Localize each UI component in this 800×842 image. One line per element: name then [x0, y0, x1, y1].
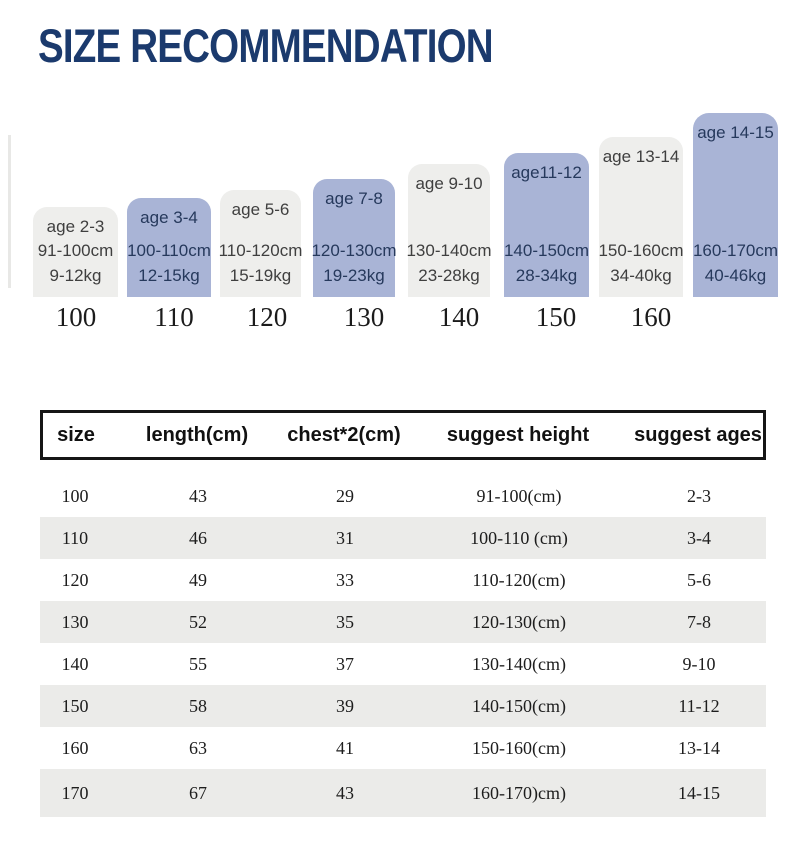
table-row: 150 58 39 140-150(cm) 11-12 — [40, 685, 766, 727]
table-row: 170 67 43 160-170)cm) 14-15 — [40, 769, 766, 817]
cell-chest: 33 — [336, 569, 354, 590]
table-row: 110 46 31 100-110 (cm) 3-4 — [40, 517, 766, 559]
size-axis-label: 150 — [535, 302, 577, 332]
bar-age-label: age11-12 — [511, 163, 582, 182]
cell-ages: 5-6 — [687, 569, 711, 590]
bar-height-label: 150-160cm — [598, 241, 684, 260]
page-title: SIZE RECOMMENDATION — [38, 19, 494, 72]
cell-chest: 37 — [336, 653, 354, 674]
cell-height: 150-160(cm) — [472, 737, 566, 758]
cell-chest: 43 — [336, 782, 354, 803]
cell-height: 120-130(cm) — [472, 611, 566, 632]
cell-height: 160-170)cm) — [472, 782, 566, 803]
cropped-bar-sliver — [8, 135, 11, 288]
bar-age-label: age 13-14 — [602, 147, 680, 166]
cell-size: 150 — [61, 695, 89, 716]
header-chest: chest*2(cm) — [287, 423, 401, 446]
bar-height-label: 160-170cm — [692, 241, 779, 260]
cell-height: 130-140(cm) — [472, 653, 566, 674]
bar-weight-label: 28-34kg — [515, 266, 578, 285]
size-bar-170: age 14-15 160-170cm 40-46kg — [693, 113, 778, 297]
bar-age-label: age 5-6 — [231, 200, 290, 219]
cell-chest: 29 — [336, 485, 354, 506]
bar-height-label: 140-150cm — [503, 241, 590, 260]
table-row: 140 55 37 130-140(cm) 9-10 — [40, 643, 766, 685]
size-table-header: size length(cm) chest*2(cm) suggest heig… — [40, 410, 766, 460]
bar-age-label: age 3-4 — [140, 208, 198, 227]
cell-length: 49 — [189, 569, 207, 590]
size-axis-label: 140 — [438, 302, 480, 332]
cell-ages: 3-4 — [687, 527, 711, 548]
cell-length: 58 — [189, 695, 207, 716]
bar-height-label: 100-110cm — [127, 241, 211, 260]
cell-height: 110-120(cm) — [472, 569, 566, 590]
cell-length: 43 — [189, 485, 207, 506]
cell-ages: 14-15 — [678, 782, 720, 803]
cell-length: 67 — [189, 782, 207, 803]
bar-height-label: 130-140cm — [406, 241, 492, 260]
bar-height-label: 110-120cm — [218, 241, 303, 260]
cell-ages: 9-10 — [682, 653, 716, 674]
bar-weight-label: 34-40kg — [610, 266, 672, 285]
cell-size: 120 — [61, 569, 89, 590]
size-bar-150: age11-12 140-150cm 28-34kg — [504, 153, 589, 297]
cell-ages: 13-14 — [678, 737, 720, 758]
cell-length: 63 — [189, 737, 207, 758]
cell-length: 46 — [189, 527, 207, 548]
size-bar-130: age 7-8 120-130cm 19-23kg — [311, 179, 397, 297]
size-axis-label: 130 — [343, 302, 385, 332]
size-bar-140: age 9-10 130-140cm 23-28kg — [406, 164, 492, 297]
cell-chest: 41 — [336, 737, 354, 758]
cell-ages: 7-8 — [687, 611, 711, 632]
cell-chest: 39 — [336, 695, 354, 716]
cell-size: 130 — [61, 611, 89, 632]
size-axis-label: 100 — [55, 302, 97, 332]
cell-chest: 31 — [336, 527, 354, 548]
cell-height: 100-110 (cm) — [470, 527, 568, 548]
bar-weight-label: 9-12kg — [49, 266, 102, 285]
table-row: 120 49 33 110-120(cm) 5-6 — [40, 559, 766, 601]
header-suggest-ages: suggest ages — [634, 423, 762, 446]
cell-ages: 2-3 — [687, 485, 711, 506]
cell-size: 140 — [61, 653, 89, 674]
header-size: size — [57, 423, 95, 446]
header-length: length(cm) — [145, 423, 249, 446]
size-axis-label: 160 — [630, 302, 672, 332]
size-table: size length(cm) chest*2(cm) suggest heig… — [40, 410, 766, 817]
table-row: 100 43 29 91-100(cm) 2-3 — [40, 475, 766, 517]
bar-age-label: age 14-15 — [697, 123, 774, 142]
size-bar-160: age 13-14 150-160cm 34-40kg — [598, 137, 684, 297]
cell-chest: 35 — [336, 611, 354, 632]
bar-age-label: age 7-8 — [325, 189, 383, 208]
bar-weight-label: 23-28kg — [418, 266, 480, 285]
size-bar-110: age 3-4 100-110cm 12-15kg — [127, 198, 211, 297]
table-row: 130 52 35 120-130(cm) 7-8 — [40, 601, 766, 643]
size-table-body: 100 43 29 91-100(cm) 2-3 110 46 31 100-1… — [40, 475, 766, 817]
cell-size: 170 — [61, 782, 89, 803]
cell-length: 55 — [189, 653, 207, 674]
size-axis-label: 120 — [246, 302, 288, 332]
bar-age-label: age 2-3 — [46, 217, 105, 236]
cell-size: 100 — [61, 485, 89, 506]
bar-weight-label: 15-19kg — [229, 266, 292, 285]
size-axis-label: 110 — [154, 302, 194, 332]
bar-weight-label: 12-15kg — [138, 266, 200, 285]
bar-height-label: 120-130cm — [311, 241, 397, 260]
cell-ages: 11-12 — [678, 695, 720, 716]
cell-length: 52 — [189, 611, 207, 632]
bar-weight-label: 40-46kg — [704, 266, 767, 285]
bar-weight-label: 19-23kg — [323, 266, 385, 285]
header-suggest-height: suggest height — [446, 423, 590, 446]
cell-size: 160 — [61, 737, 89, 758]
size-bar-100: age 2-3 91-100cm 9-12kg — [33, 207, 118, 297]
cell-height: 140-150(cm) — [472, 695, 566, 716]
table-row: 160 63 41 150-160(cm) 13-14 — [40, 727, 766, 769]
bar-age-label: age 9-10 — [415, 174, 483, 193]
size-bar-120: age 5-6 110-120cm 15-19kg — [219, 190, 302, 297]
bar-height-label: 91-100cm — [37, 241, 114, 260]
cell-size: 110 — [61, 527, 89, 548]
cell-height: 91-100(cm) — [476, 485, 562, 506]
